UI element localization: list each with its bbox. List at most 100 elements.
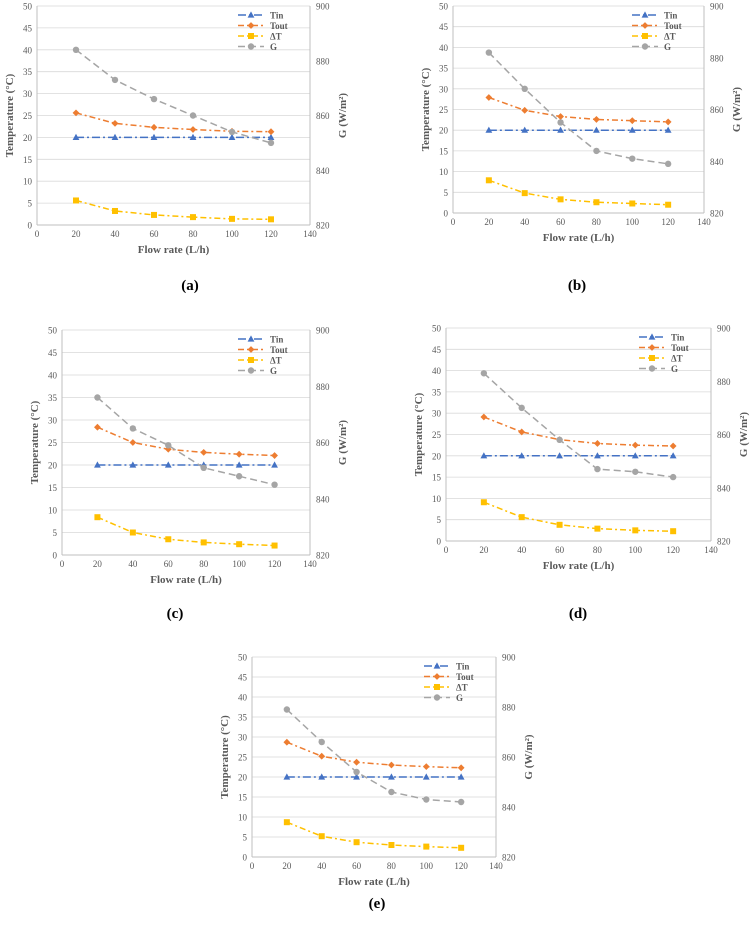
y-tick-label: 5 bbox=[28, 199, 33, 209]
data-point bbox=[94, 423, 101, 431]
data-point bbox=[94, 394, 101, 401]
legend-label: ΔT bbox=[270, 32, 282, 42]
data-point bbox=[388, 842, 395, 848]
chart-panel-1: 0 20 40 60 80 100 120 140 0 5 10 15 20 25 30 35 40 45 50 82… bbox=[4, 2, 349, 295]
legend-label: Tin bbox=[270, 335, 283, 345]
x-axis-title: Flow rate (L/h) bbox=[543, 560, 615, 572]
data-point bbox=[150, 95, 158, 103]
legend-marker bbox=[247, 346, 255, 353]
data-point bbox=[353, 773, 360, 780]
legend-marker bbox=[248, 33, 254, 39]
x-tick-label: 120 bbox=[454, 861, 468, 871]
data-point bbox=[388, 761, 395, 769]
series-line-delta-t bbox=[75, 199, 272, 221]
series-line-g bbox=[286, 708, 462, 803]
x-tick-label: 20 bbox=[93, 559, 103, 569]
data-point bbox=[485, 49, 493, 56]
legend-marker bbox=[648, 365, 656, 372]
x-tick-label: 60 bbox=[150, 229, 160, 239]
data-point bbox=[94, 461, 101, 468]
y-axis-title: Temperature (°C) bbox=[420, 67, 432, 151]
data-point bbox=[200, 539, 207, 546]
data-point bbox=[593, 199, 600, 206]
data-point bbox=[521, 85, 528, 93]
data-point bbox=[593, 116, 600, 123]
data-point bbox=[665, 201, 672, 208]
y-axis-title: Temperature (°C) bbox=[413, 392, 425, 476]
data-point bbox=[631, 452, 639, 459]
y-tick-label: 25 bbox=[48, 438, 58, 448]
data-point bbox=[388, 773, 395, 780]
y-tick-label: 35 bbox=[238, 713, 248, 723]
legend-label: ΔT bbox=[270, 356, 282, 366]
y-tick-label: 35 bbox=[48, 393, 58, 403]
y2-tick-label: 820 bbox=[710, 209, 724, 219]
chart-panel-5: 0 20 40 60 80 100 120 140 0 5 10 15 20 25 30 35 40 45 50 82… bbox=[219, 653, 535, 913]
x-tick-label: 100 bbox=[225, 229, 239, 239]
data-point bbox=[151, 211, 157, 218]
x-tick-label: 60 bbox=[555, 545, 565, 555]
legend-label: G bbox=[664, 42, 671, 52]
data-point bbox=[593, 126, 600, 133]
y-tick-label: 0 bbox=[53, 551, 58, 561]
x-tick-label: 60 bbox=[352, 861, 362, 871]
x-tick-label: 40 bbox=[317, 861, 327, 871]
data-point bbox=[189, 112, 197, 119]
y2-tick-label: 840 bbox=[717, 483, 731, 493]
panel-label: (c) bbox=[167, 606, 184, 622]
data-point bbox=[628, 117, 636, 125]
series-line-delta-t bbox=[488, 179, 669, 206]
data-point bbox=[229, 215, 235, 222]
legend-marker bbox=[641, 11, 649, 18]
data-point bbox=[664, 160, 672, 168]
x-tick-label: 140 bbox=[303, 559, 317, 569]
data-point bbox=[423, 843, 430, 850]
y2-tick-label: 900 bbox=[710, 2, 724, 12]
data-point bbox=[485, 94, 493, 101]
x-tick-label: 40 bbox=[128, 559, 138, 569]
x-tick-label: 140 bbox=[489, 861, 503, 871]
series-line-tout bbox=[488, 96, 669, 123]
data-point bbox=[164, 461, 172, 468]
panel-label: (d) bbox=[569, 606, 587, 622]
data-point bbox=[283, 773, 291, 780]
data-point bbox=[457, 798, 465, 806]
y2-tick-label: 820 bbox=[717, 537, 731, 547]
y2-tick-label: 860 bbox=[316, 111, 330, 121]
data-point bbox=[150, 133, 158, 140]
y-tick-label: 20 bbox=[238, 773, 248, 783]
y-tick-label: 10 bbox=[432, 494, 442, 504]
data-point bbox=[129, 425, 137, 432]
data-point bbox=[669, 473, 677, 481]
data-point bbox=[632, 468, 639, 475]
data-point bbox=[111, 119, 119, 127]
y-tick-label: 40 bbox=[439, 43, 449, 53]
y2-tick-label: 900 bbox=[717, 324, 731, 334]
y-tick-label: 40 bbox=[238, 693, 248, 703]
legend-marker bbox=[248, 357, 254, 363]
y2-tick-label: 880 bbox=[316, 382, 330, 392]
y-tick-label: 10 bbox=[439, 167, 449, 177]
data-point bbox=[557, 113, 564, 120]
panel-label: (e) bbox=[369, 896, 386, 912]
data-point bbox=[72, 46, 80, 53]
data-point bbox=[594, 452, 601, 459]
y-tick-label: 20 bbox=[48, 461, 58, 471]
y2-axis-title: G (W/m²) bbox=[731, 87, 743, 132]
y-tick-label: 15 bbox=[439, 146, 449, 156]
data-point bbox=[236, 541, 243, 548]
x-tick-label: 120 bbox=[666, 545, 680, 555]
y-tick-label: 50 bbox=[439, 2, 449, 12]
y-tick-label: 0 bbox=[437, 537, 442, 547]
y-tick-label: 20 bbox=[439, 126, 449, 136]
y-tick-label: 50 bbox=[23, 2, 33, 12]
series-line-tout bbox=[75, 112, 272, 133]
x-tick-label: 140 bbox=[303, 229, 317, 239]
data-point bbox=[200, 449, 208, 456]
y-tick-label: 15 bbox=[432, 473, 442, 483]
y-tick-label: 20 bbox=[23, 133, 33, 143]
legend-label: ΔT bbox=[664, 32, 676, 42]
y-tick-label: 45 bbox=[238, 673, 248, 683]
data-point bbox=[593, 147, 600, 155]
